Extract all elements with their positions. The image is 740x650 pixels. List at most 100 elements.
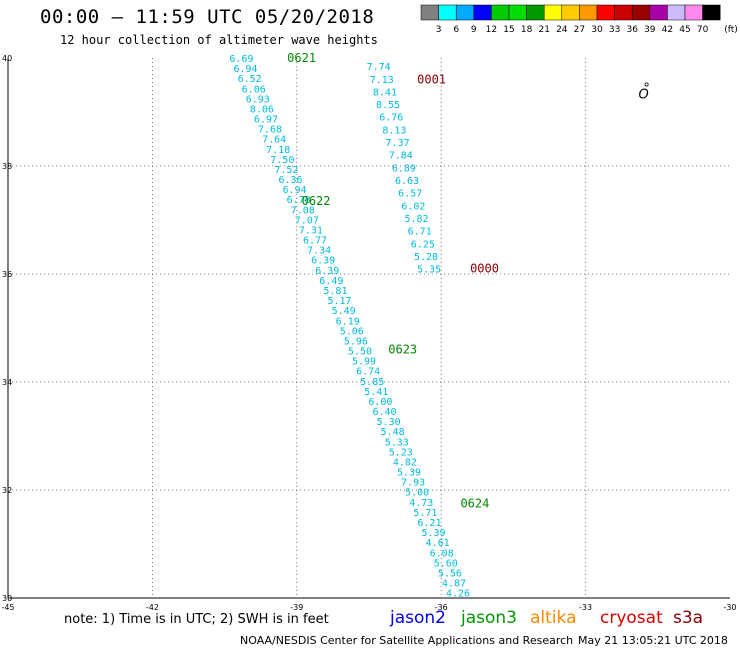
pass-time-label: 0000: [470, 262, 499, 276]
swh-value-label: 6.25: [411, 239, 435, 250]
swh-value-label: 6.78: [287, 195, 311, 206]
colorbar-tick-label: 18: [521, 25, 533, 35]
swh-value-label: 8.06: [250, 104, 274, 115]
x-tick-label: -42: [146, 603, 159, 612]
swh-value-label: 5.50: [348, 347, 372, 358]
chart-subtitle: 12 hour collection of altimeter wave hei…: [60, 33, 378, 47]
swh-value-label: 6.69: [229, 54, 253, 65]
swh-value-label: 5.85: [360, 377, 384, 388]
swh-value-label: 5.82: [404, 214, 428, 225]
colorbar-tick-label: 12: [486, 25, 497, 35]
swh-value-label: 8.55: [376, 100, 400, 111]
chart-title: 00:00 – 11:59 UTC 05/20/2018: [40, 6, 375, 28]
colorbar-tick-label: 33: [609, 25, 620, 35]
swh-value-label: 7.50: [270, 155, 294, 166]
swh-value-label: 5.48: [381, 427, 405, 438]
colorbar-tick-label: 9: [471, 25, 477, 35]
swh-value-label: 6.74: [356, 367, 380, 378]
x-tick-label: -30: [723, 603, 736, 612]
y-tick-label: 30: [2, 594, 12, 603]
colorbar-tick-label: 36: [626, 25, 638, 35]
annotation-dot: [644, 82, 649, 87]
timestamp: May 21 13:05:21 UTC 2018: [578, 634, 728, 647]
swh-value-label: 6.39: [315, 266, 339, 277]
swh-value-label: 7.34: [307, 246, 331, 257]
y-tick-label: 34: [2, 378, 12, 387]
x-tick-label: -36: [435, 603, 448, 612]
swh-value-label: 7.64: [262, 135, 286, 146]
swh-value-label: 5.28: [414, 252, 438, 263]
credit-text: NOAA/NESDIS Center for Satellite Applica…: [240, 634, 574, 647]
swh-value-label: 4.26: [446, 589, 470, 600]
swh-value-label: 7.74: [367, 62, 391, 73]
pass-time-label: 0623: [388, 343, 417, 357]
colorbar-tick-label: 45: [679, 25, 690, 35]
swh-value-label: 8.41: [373, 87, 397, 98]
swh-value-label: 6.06: [242, 84, 266, 95]
colorbar-tick-label: 24: [556, 25, 568, 35]
swh-value-label: 5.30: [377, 417, 401, 428]
swh-value-label: 5.39: [397, 468, 421, 479]
legend-s3a: s3a: [673, 608, 704, 628]
x-tick-label: -33: [579, 603, 592, 612]
swh-value-label: 6.40: [372, 407, 396, 418]
y-tick-label: 36: [2, 270, 12, 279]
colorbar-tick-label: 21: [538, 25, 549, 35]
swh-value-label: 6.94: [233, 64, 257, 75]
colorbar-tick-label: 70: [697, 25, 709, 35]
pass-time-label: 0621: [287, 51, 316, 65]
swh-value-label: 4.87: [442, 579, 466, 590]
swh-value-label: 7.37: [386, 138, 410, 149]
swh-value-label: 5.49: [332, 306, 356, 317]
pass-time-label: 0001: [417, 73, 446, 87]
swh-value-label: 8.13: [382, 125, 406, 136]
swh-value-label: 6.39: [311, 256, 335, 267]
swh-value-label: 5.39: [421, 528, 445, 539]
swh-value-label: 6.02: [401, 201, 425, 212]
legend-cryosat: cryosat: [600, 608, 663, 628]
swh-value-label: 6.52: [238, 74, 262, 85]
swh-value-label: 6.94: [283, 185, 307, 196]
legend-altika: altika: [530, 608, 577, 628]
swh-value-label: 5.60: [434, 558, 458, 569]
units-note: note: 1) Time is in UTC; 2) SWH is in fe…: [64, 612, 329, 627]
swh-value-label: 7.07: [295, 215, 319, 226]
swh-value-label: 6.77: [303, 236, 327, 247]
swh-value-label: 6.89: [392, 163, 416, 174]
swh-value-label: 7.68: [258, 125, 282, 136]
swh-value-label: 6.63: [395, 176, 419, 187]
altimeter-map-plot: -45 -42 -39 -36 -33 -304038363432306.696.946.…: [1, 51, 736, 612]
colorbar-tick-label: 6: [453, 25, 459, 35]
swh-value-label: 5.00: [405, 488, 429, 499]
annotation-label: O: [639, 88, 649, 103]
color-legend: 3 6 9 12 15 18 21 24 27 30 33 36 39 42 45 70 (ft): [420, 4, 738, 35]
y-tick-label: 38: [2, 162, 12, 171]
swh-value-label: 4.61: [426, 538, 450, 549]
colorbar-tick-label: 42: [662, 25, 673, 35]
pass-time-label: 0622: [302, 194, 331, 208]
swh-value-label: 5.23: [389, 447, 413, 458]
x-tick-label: -39: [290, 603, 303, 612]
swh-value-label: 5.06: [340, 326, 364, 337]
swh-value-label: 6.93: [246, 94, 270, 105]
colorbar-unit: (ft): [724, 25, 738, 35]
swh-value-label: 6.49: [319, 276, 343, 287]
colorbar-swatch: [702, 4, 721, 21]
swh-value-label: 6.19: [336, 316, 360, 327]
swh-value-label: 4.73: [409, 498, 433, 509]
swh-value-label: 5.71: [413, 508, 437, 519]
swh-value-label: 7.13: [370, 75, 394, 86]
legend-jason3: jason3: [461, 608, 517, 628]
swh-value-label: 7.84: [389, 151, 413, 162]
swh-value-label: 5.35: [417, 265, 441, 276]
colorbar-tick-label: 15: [503, 25, 514, 35]
swh-value-label: 5.96: [344, 336, 368, 347]
swh-value-label: 7.93: [401, 478, 425, 489]
swh-value-label: 6.97: [254, 115, 278, 126]
swh-value-label: 6.71: [408, 227, 432, 238]
swh-value-label: 7.31: [299, 225, 323, 236]
swh-value-label: 5.99: [352, 357, 376, 368]
swh-value-label: 6.08: [430, 548, 454, 559]
swh-value-label: 7.18: [266, 145, 290, 156]
swh-value-label: 6.36: [278, 175, 302, 186]
